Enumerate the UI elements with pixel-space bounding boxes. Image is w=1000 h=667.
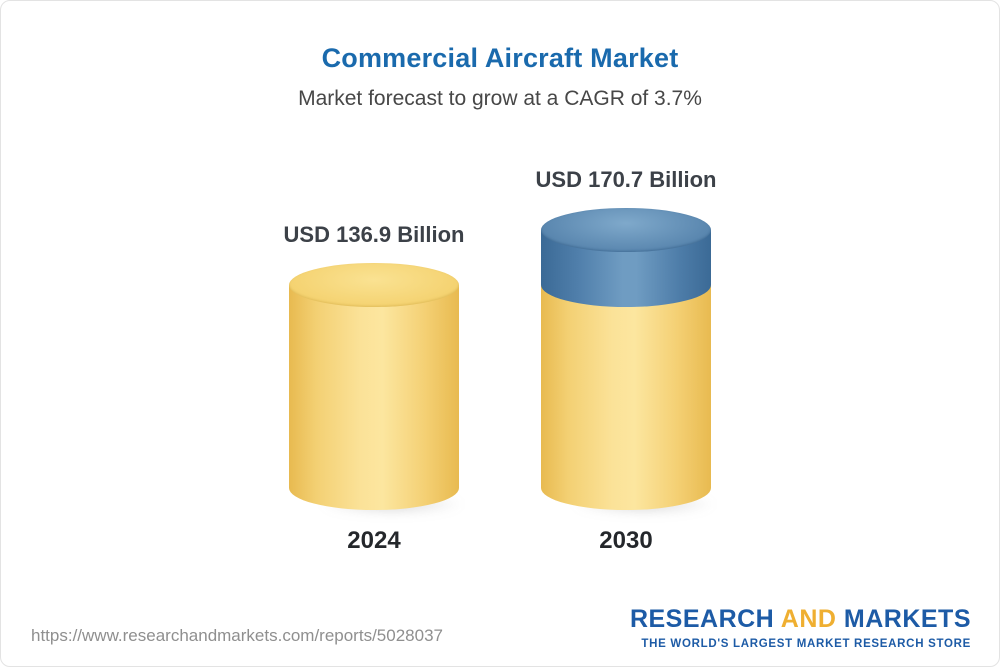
- value-label-2024: USD 136.9 Billion: [283, 222, 465, 248]
- cylinder-body-2024: [289, 285, 459, 510]
- logo-wordmark: RESEARCH AND MARKETS: [630, 605, 971, 634]
- year-label-2030: 2030: [599, 527, 653, 554]
- bar-chart: USD 136.9 Billion 2024 USD 170.7 Billion…: [1, 161, 999, 556]
- cylinder-top-2030: [541, 208, 711, 252]
- bar-group-2030: USD 170.7 Billion 2030: [536, 166, 744, 556]
- logo-tagline: THE WORLD'S LARGEST MARKET RESEARCH STOR…: [641, 638, 971, 650]
- research-and-markets-logo: RESEARCH AND MARKETS THE WORLD'S LARGEST…: [630, 605, 971, 650]
- logo-word-research: RESEARCH: [629, 605, 775, 633]
- bar-group-2024: USD 136.9 Billion 2024: [284, 221, 492, 556]
- cylinder-2024: [289, 263, 492, 519]
- report-url: https://www.researchandmarkets.com/repor…: [31, 626, 443, 645]
- header: Commercial Aircraft Market Market foreca…: [1, 1, 999, 111]
- logo-word-and: AND: [780, 605, 837, 633]
- year-label-2024: 2024: [347, 527, 401, 554]
- cylinder-body-2030: [541, 285, 711, 510]
- logo-word-markets: MARKETS: [843, 605, 971, 633]
- chart-title: Commercial Aircraft Market: [321, 43, 679, 73]
- value-label-2030: USD 170.7 Billion: [535, 167, 717, 193]
- chart-subtitle: Market forecast to grow at a CAGR of 3.7…: [298, 87, 702, 110]
- cylinder-top-2024: [289, 263, 459, 307]
- cylinder-2030: [541, 208, 744, 519]
